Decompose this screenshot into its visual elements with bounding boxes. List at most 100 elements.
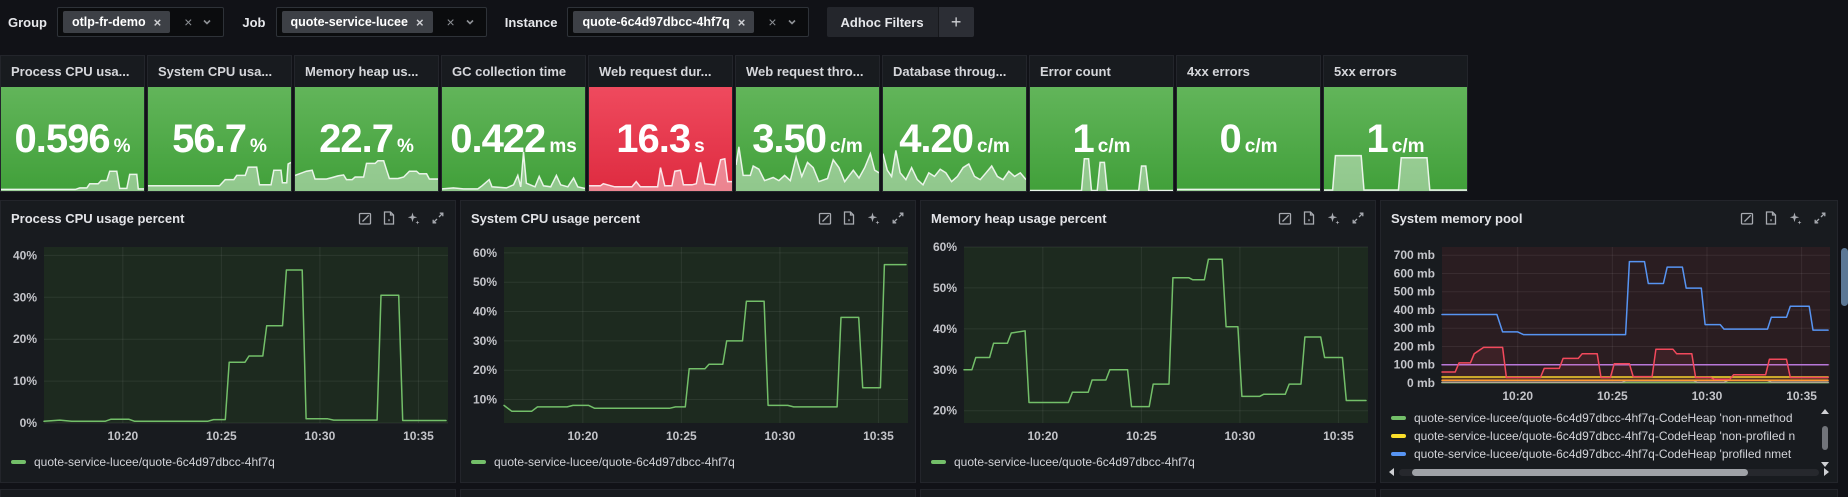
legend-item[interactable]: quote-service-lucee/quote-6c4d97dbcc-4hf… xyxy=(931,453,1195,471)
time-series-plot[interactable]: 20% 30% 40% 50% 60% 10:20 10:25 10:30 10:35 xyxy=(924,239,1372,447)
scroll-up-icon[interactable] xyxy=(1821,409,1829,414)
chip-remove-icon[interactable]: × xyxy=(415,14,424,30)
clear-icon[interactable]: × xyxy=(184,14,193,30)
stat-value-area[interactable]: 16.3 s xyxy=(589,87,732,191)
legend-swatch-icon xyxy=(471,460,486,464)
stat-value-area[interactable]: 56.7% xyxy=(148,87,291,191)
svg-text:10:35: 10:35 xyxy=(1323,429,1354,443)
chip-remove-icon[interactable]: × xyxy=(153,14,162,30)
panel-title[interactable]: System CPU usage percent xyxy=(471,210,641,226)
stat-unit: s xyxy=(694,135,705,157)
page-scrollbar-thumb[interactable] xyxy=(1841,248,1848,306)
job-filter-input[interactable]: quote-service-lucee × × xyxy=(275,7,487,37)
expand-icon[interactable] xyxy=(1351,211,1365,225)
panel-title[interactable]: System memory pool xyxy=(1391,210,1523,226)
stat-value-area[interactable]: 1 c/m xyxy=(1030,87,1173,191)
panel-inspect-icon[interactable] xyxy=(843,211,855,225)
expand-icon[interactable] xyxy=(1813,211,1827,225)
ai-sparkles-icon[interactable] xyxy=(406,211,420,225)
stat-value-area[interactable]: 4.20 c/m xyxy=(883,87,1026,191)
stat-value-area[interactable]: 22.7% xyxy=(295,87,438,191)
stat-title[interactable]: GC collection time xyxy=(452,64,567,79)
time-series-plot[interactable]: 10% 20% 30% 40% 50% 60% 10:20 10:25 10:30 10:35 xyxy=(464,239,912,447)
add-filter-button[interactable]: + xyxy=(937,7,974,37)
stat-title[interactable]: Web request thro... xyxy=(746,64,864,79)
expand-icon[interactable] xyxy=(431,211,445,225)
edit-icon[interactable] xyxy=(1740,211,1754,225)
clear-icon[interactable]: × xyxy=(768,14,777,30)
dropdown-caret-icon[interactable] xyxy=(464,16,476,28)
ai-sparkles-icon[interactable] xyxy=(866,211,880,225)
svg-text:400 mb: 400 mb xyxy=(1394,303,1435,317)
panel-inspect-icon[interactable] xyxy=(1765,211,1777,225)
stat-sparkline xyxy=(883,150,1026,191)
legend-horizontal-scrollbar[interactable] xyxy=(1389,467,1829,477)
stat-value-area[interactable]: 0.422 ms xyxy=(442,87,585,191)
stat-title[interactable]: Error count xyxy=(1040,64,1111,79)
stat-title[interactable]: Process CPU usa... xyxy=(11,64,130,79)
stat-title[interactable]: Database throug... xyxy=(893,64,1007,79)
panel-legend: quote-service-lucee/quote-6c4d97dbcc-4hf… xyxy=(471,453,735,471)
expand-icon[interactable] xyxy=(891,211,905,225)
job-filter-chip[interactable]: quote-service-lucee × xyxy=(281,11,433,33)
group-filter-chip-value: otlp-fr-demo xyxy=(72,15,146,29)
legend-item[interactable]: quote-service-lucee/quote-6c4d97dbcc-4hf… xyxy=(1391,427,1813,445)
svg-text:40%: 40% xyxy=(13,248,37,262)
stat-number: 1 xyxy=(1366,116,1389,161)
stat-value-area[interactable]: 3.50 c/m xyxy=(736,87,879,191)
panel-title[interactable]: Process CPU usage percent xyxy=(11,210,185,226)
stat-value-area[interactable]: 1 c/m xyxy=(1324,87,1467,191)
dropdown-caret-icon[interactable] xyxy=(786,16,798,28)
svg-text:60%: 60% xyxy=(473,246,497,260)
stat-title[interactable]: Web request dur... xyxy=(599,64,712,79)
ai-sparkles-icon[interactable] xyxy=(1788,211,1802,225)
ai-sparkles-icon[interactable] xyxy=(1326,211,1340,225)
time-series-plot[interactable]: 0 mb 100 mb 200 mb 300 mb 400 mb 500 mb 600 mb… xyxy=(1384,239,1834,407)
stat-tile: 5xx errors 1 c/m xyxy=(1323,55,1468,192)
panel-inspect-icon[interactable] xyxy=(1303,211,1315,225)
edit-icon[interactable] xyxy=(358,211,372,225)
legend-item[interactable]: quote-service-lucee/quote-6c4d97dbcc-4hf… xyxy=(471,453,735,471)
stat-tile: Web request dur... 16.3 s xyxy=(588,55,733,192)
scrollbar-track[interactable] xyxy=(1399,468,1819,476)
stat-title[interactable]: Memory heap us... xyxy=(305,64,419,79)
stat-sparkline xyxy=(1030,158,1173,191)
stat-tile: Error count 1 c/m xyxy=(1029,55,1174,192)
svg-text:100 mb: 100 mb xyxy=(1394,358,1435,372)
scroll-left-icon[interactable] xyxy=(1389,468,1394,476)
svg-text:20%: 20% xyxy=(13,332,37,346)
panel-title[interactable]: Memory heap usage percent xyxy=(931,210,1107,226)
edit-icon[interactable] xyxy=(818,211,832,225)
instance-filter-label: Instance xyxy=(504,14,558,30)
dropdown-caret-icon[interactable] xyxy=(201,16,213,28)
svg-text:10:20: 10:20 xyxy=(1027,429,1058,443)
stat-value-area[interactable]: 0.596% xyxy=(1,87,144,191)
stat-title[interactable]: 4xx errors xyxy=(1187,64,1250,79)
instance-filter-chip[interactable]: quote-6c4d97dbcc-4hf7q × xyxy=(573,11,755,33)
legend-item[interactable]: quote-service-lucee/quote-6c4d97dbcc-4hf… xyxy=(1391,409,1813,427)
legend-item[interactable]: quote-service-lucee/quote-6c4d97dbcc-4hf… xyxy=(1391,445,1813,463)
instance-filter-input[interactable]: quote-6c4d97dbcc-4hf7q × × xyxy=(567,7,809,37)
scroll-right-icon[interactable] xyxy=(1824,468,1829,476)
legend-item[interactable]: quote-service-lucee/quote-6c4d97dbcc-4hf… xyxy=(11,453,275,471)
chart-panels-row: Process CPU usage percent 0% 10% 20% 30% 40%… xyxy=(0,200,1838,483)
stat-value-area[interactable]: 0 c/m xyxy=(1177,87,1320,191)
job-filter: Job quote-service-lucee × × xyxy=(242,7,487,37)
stat-title[interactable]: 5xx errors xyxy=(1334,64,1397,79)
panel-inspect-icon[interactable] xyxy=(383,211,395,225)
group-filter-input[interactable]: otlp-fr-demo × × xyxy=(57,7,225,37)
time-series-plot[interactable]: 0% 10% 20% 30% 40% 10:20 10:25 10:30 10:35 xyxy=(4,239,452,447)
stat-title[interactable]: System CPU usa... xyxy=(158,64,273,79)
clear-icon[interactable]: × xyxy=(446,14,455,30)
stat-unit: % xyxy=(396,135,414,157)
chip-remove-icon[interactable]: × xyxy=(737,14,746,30)
scrollbar-thumb[interactable] xyxy=(1411,468,1748,476)
edit-icon[interactable] xyxy=(1278,211,1292,225)
scroll-down-icon[interactable] xyxy=(1821,462,1829,467)
stat-value: 56.7% xyxy=(172,117,267,162)
svg-text:10%: 10% xyxy=(13,374,37,388)
group-filter-chip[interactable]: otlp-fr-demo × xyxy=(63,11,171,33)
legend-label: quote-service-lucee/quote-6c4d97dbcc-4hf… xyxy=(1414,411,1793,425)
scrollbar-thumb[interactable] xyxy=(1822,426,1828,450)
legend-vertical-scrollbar[interactable] xyxy=(1820,409,1830,467)
